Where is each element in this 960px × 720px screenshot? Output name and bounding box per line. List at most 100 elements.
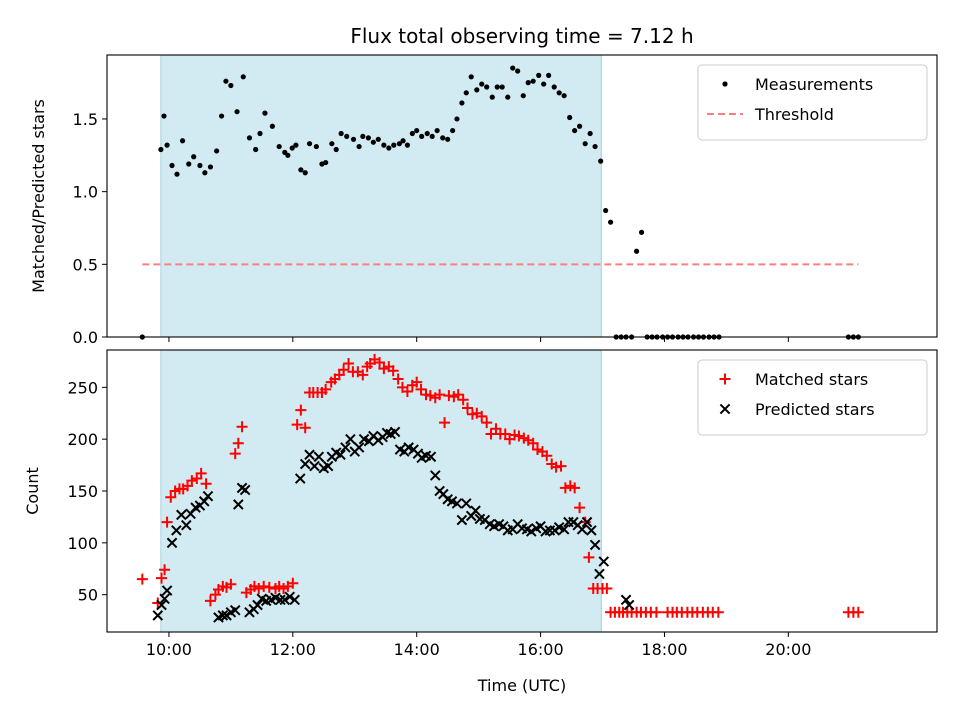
predicted-star-point	[335, 449, 346, 461]
predicted-star-point	[586, 525, 597, 536]
measurement-point	[360, 133, 366, 140]
measurement-point	[333, 146, 339, 153]
predicted-star-point	[623, 599, 635, 611]
matched-star-point	[583, 551, 595, 563]
measurement-point	[572, 127, 578, 134]
bottom-ytick-label: 100	[67, 534, 98, 553]
top-axes-frame	[106, 54, 938, 338]
measurement-point	[479, 81, 485, 87]
measurement-point	[269, 123, 275, 129]
measurement-point	[468, 74, 474, 80]
measurement-point	[598, 158, 604, 164]
measurement-point	[450, 127, 456, 134]
matched-star-point	[291, 419, 303, 431]
bottom-xtick-label: 12:00	[270, 640, 316, 659]
measurement-point	[207, 164, 214, 170]
matched-star-point	[195, 467, 207, 479]
matched-star-point	[374, 356, 386, 368]
legend-dot-icon	[722, 81, 728, 87]
measurement-point	[530, 78, 536, 84]
predicted-star-point	[322, 460, 334, 472]
matched-star-point	[415, 383, 427, 395]
measurement-point	[633, 248, 640, 254]
measurement-point	[218, 113, 225, 119]
measurement-point	[582, 141, 588, 147]
matched-star-point	[650, 606, 662, 618]
matched-star-point	[136, 573, 148, 585]
predicted-star-point	[594, 568, 605, 580]
legend-label: Predicted stars	[755, 400, 875, 419]
predicted-star-point	[176, 509, 187, 521]
matched-star-point	[229, 448, 241, 460]
top-series-measurements	[139, 65, 861, 340]
legend-label: Matched stars	[755, 370, 868, 389]
matched-star-point	[338, 364, 350, 376]
matched-star-point	[253, 582, 265, 594]
matched-star-point	[161, 516, 173, 528]
measurement-point	[214, 148, 220, 154]
matched-star-point	[343, 357, 355, 369]
matched-star-point	[186, 475, 198, 487]
matched-star-point	[424, 390, 436, 402]
measurement-point	[515, 68, 521, 74]
measurement-point	[164, 142, 170, 148]
top-ytick-label: 1.5	[73, 110, 98, 129]
measurement-point	[302, 170, 308, 176]
measurement-point	[289, 145, 295, 151]
measurement-point	[253, 146, 259, 153]
matched-star-point	[457, 394, 469, 406]
top-ytick-label: 1.0	[73, 183, 98, 202]
predicted-star-point	[558, 524, 570, 535]
top-panel-measurements: 0.0 0.5 1.0 1.5 Matched/Predicted stars Measu…	[29, 54, 938, 347]
matched-star-point	[287, 577, 299, 589]
predicted-star-point	[275, 594, 286, 606]
predicted-star-point	[598, 556, 610, 567]
matched-star-point	[527, 437, 539, 449]
matched-star-point	[299, 422, 311, 434]
matched-star-point	[461, 402, 473, 414]
measurement-point	[329, 141, 335, 147]
measurement-point	[298, 167, 304, 173]
bottom-xtick-label: 16:00	[518, 640, 564, 659]
measurement-point	[567, 114, 573, 121]
measurement-point	[494, 84, 500, 90]
measurement-point	[161, 113, 167, 119]
top-legend-box	[697, 64, 928, 141]
predicted-star-point	[470, 505, 481, 517]
predicted-star-point	[340, 442, 351, 453]
top-observing-span-shade	[160, 55, 602, 337]
bottom-ylabel: Count	[23, 467, 42, 515]
measurement-point	[350, 136, 357, 142]
measurement-point	[445, 136, 451, 142]
measurement-point	[293, 142, 299, 148]
measurement-point	[520, 93, 526, 99]
bottom-panel-counts: 50 100 150 200 250 10:00 12:00 14:00 16:00 18:00 2…	[23, 349, 938, 695]
measurement-point	[276, 143, 282, 150]
measurement-point	[551, 84, 557, 90]
measurement-point	[375, 136, 381, 142]
measurement-point	[556, 90, 562, 96]
matched-star-point	[159, 564, 171, 576]
measurement-point	[638, 229, 645, 235]
predicted-star-point	[620, 594, 632, 606]
measurement-point	[262, 110, 268, 116]
measurement-point	[587, 130, 593, 137]
predicted-star-point	[233, 499, 244, 510]
measurement-point	[306, 141, 313, 147]
measurement-point	[179, 138, 186, 144]
matched-star-point	[401, 385, 413, 397]
predicted-star-point	[156, 599, 167, 611]
measurement-point	[246, 135, 253, 141]
bottom-xlabel: Time (UTC)	[477, 676, 566, 695]
measurement-point	[414, 127, 420, 134]
bottom-series-matched-stars	[136, 353, 864, 618]
bottom-xtick-label: 10:00	[146, 640, 192, 659]
legend-label: Threshold	[754, 105, 834, 124]
measurement-point	[381, 142, 387, 148]
measurement-point	[603, 207, 609, 214]
top-legend: Measurements Threshold	[697, 64, 928, 141]
predicted-star-point	[252, 599, 263, 611]
measurement-point	[525, 80, 531, 86]
measurement-point	[313, 143, 319, 150]
predicted-star-point	[304, 449, 315, 461]
